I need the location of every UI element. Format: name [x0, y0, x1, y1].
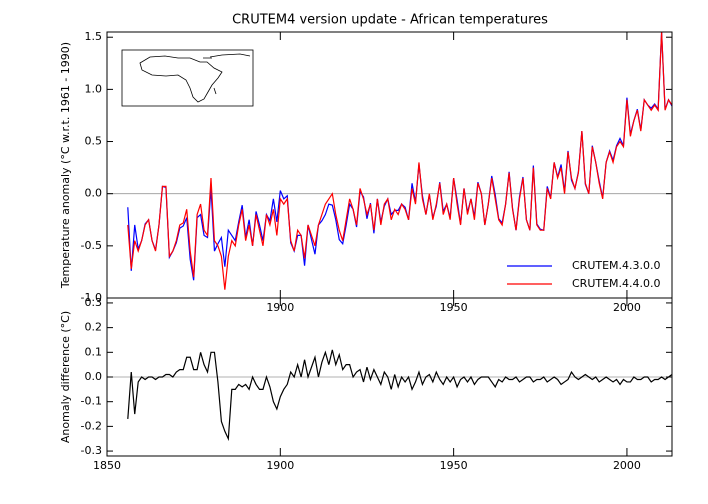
- x-tick-label: 2000: [613, 301, 641, 314]
- y-axis-label: Temperature anomaly (°C w.r.t. 1961 - 19…: [59, 42, 72, 289]
- x-tick-label: 1850: [93, 459, 121, 472]
- y-tick-label: 0.3: [85, 296, 103, 309]
- y-axis-label: Anomaly difference (°C): [59, 311, 72, 443]
- y-tick-label: 0.0: [85, 187, 103, 200]
- legend-label: CRUTEM.4.3.0.0: [572, 259, 661, 272]
- y-tick-label: 1.0: [85, 82, 103, 95]
- legend-label: CRUTEM.4.4.0.0: [572, 277, 661, 290]
- data-line: [127, 32, 672, 290]
- y-tick-label: -0.3: [81, 444, 102, 457]
- inset-frame: [121, 49, 254, 107]
- y-tick-label: -0.1: [81, 395, 102, 408]
- y-tick-label: -0.5: [81, 239, 102, 252]
- y-tick-label: 0.2: [85, 321, 103, 334]
- y-tick-label: -0.2: [81, 419, 102, 432]
- chart-title: CRUTEM4 version update - African tempera…: [232, 13, 548, 28]
- x-tick-label: 1950: [440, 459, 468, 472]
- y-tick-label: 0.0: [85, 370, 103, 383]
- y-tick-label: 0.1: [85, 345, 103, 358]
- plot-frame: [106, 297, 673, 457]
- data-line: [127, 349, 672, 442]
- x-tick-label: 1950: [440, 301, 468, 314]
- x-tick-label: 2000: [613, 459, 641, 472]
- madagascar: [213, 87, 217, 95]
- coast-outline: [203, 53, 251, 59]
- africa-inset: [121, 49, 254, 107]
- africa-outline: [139, 55, 223, 103]
- y-tick-label: 1.5: [85, 30, 103, 43]
- y-tick-label: -1.0: [81, 291, 102, 304]
- x-tick-label: 1900: [266, 459, 294, 472]
- x-tick-label: 1900: [266, 301, 294, 314]
- y-tick-label: 0.5: [85, 135, 103, 148]
